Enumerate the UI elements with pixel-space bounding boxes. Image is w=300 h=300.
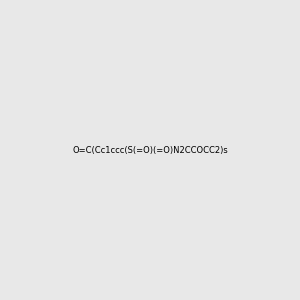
- Text: O=C(Cc1ccc(S(=O)(=O)N2CCOCC2)s: O=C(Cc1ccc(S(=O)(=O)N2CCOCC2)s: [72, 146, 228, 154]
